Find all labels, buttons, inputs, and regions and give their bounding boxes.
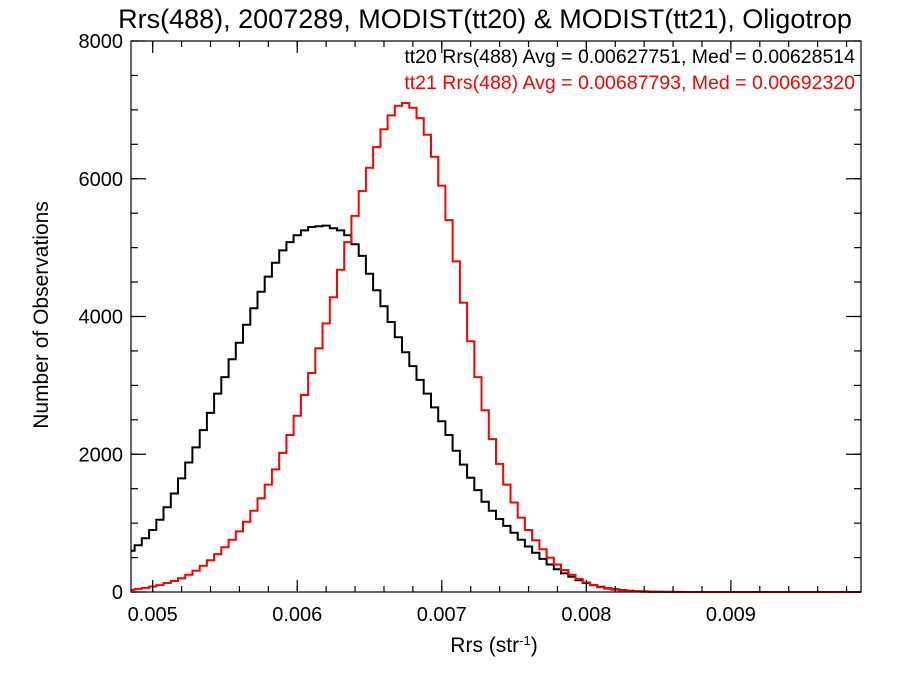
y-tick-label: 8000 [79,31,124,53]
x-axis-label: Rrs (str-1) [450,633,537,658]
x-axis-label-suffix: ) [531,634,538,657]
legend-entry-tt20: tt20 Rrs(488) Avg = 0.00627751, Med = 0.… [404,46,855,68]
series-line-tt20 [131,224,861,593]
x-tick-label: 0.009 [706,604,756,626]
x-tick-label: 0.005 [128,604,178,626]
y-axis: 0 2000 4000 6000 8000 [79,31,861,604]
x-axis-label-main: Rrs (str [450,634,519,657]
x-tick-label: 0.006 [272,604,322,626]
plot-frame [130,40,862,593]
legend: tt20 Rrs(488) Avg = 0.00627751, Med = 0.… [404,46,855,94]
x-axis: 0.005 0.006 0.007 0.008 0.009 [128,41,848,626]
y-axis-label: Number of Observations [30,201,53,429]
chart-title: Rrs(488), 2007289, MODIST(tt20) & MODIST… [118,4,852,34]
x-tick-label: 0.008 [561,604,611,626]
y-tick-label: 2000 [79,444,124,466]
x-axis-label-superscript: -1 [519,633,531,648]
y-tick-label: 0 [112,582,123,604]
plot-area [131,102,861,593]
x-tick-label: 0.007 [417,604,467,626]
legend-entry-tt21: tt21 Rrs(488) Avg = 0.00687793, Med = 0.… [404,72,855,94]
y-tick-label: 4000 [79,307,124,329]
y-tick-label: 6000 [79,169,124,191]
